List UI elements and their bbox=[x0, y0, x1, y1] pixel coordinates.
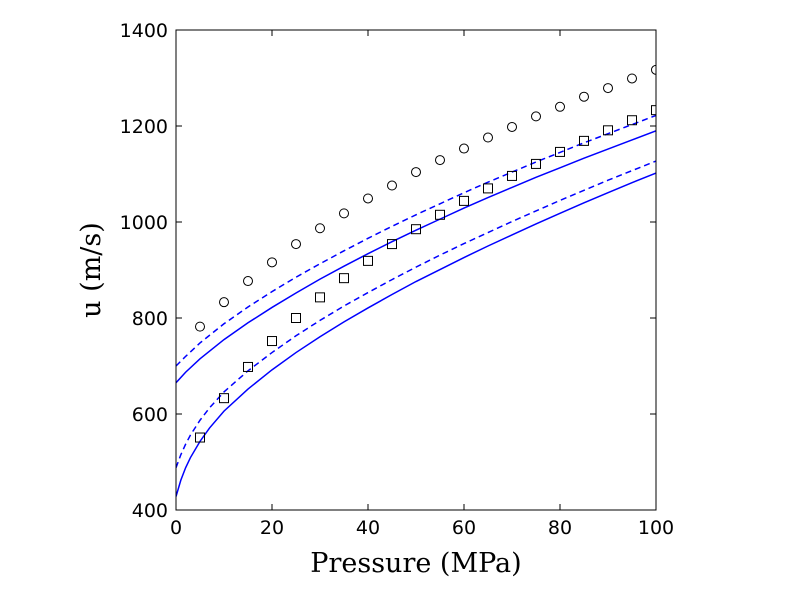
x-axis-label: Pressure (MPa) bbox=[310, 548, 521, 579]
circle-marker bbox=[555, 101, 565, 112]
x-tick-label: 60 bbox=[452, 517, 476, 539]
circle-marker bbox=[243, 276, 253, 287]
square-marker bbox=[219, 393, 229, 404]
circle-marker bbox=[411, 167, 421, 178]
series-layer bbox=[176, 64, 656, 497]
dashed-curve-1 bbox=[176, 114, 656, 367]
circle-marker bbox=[531, 111, 541, 122]
circle-marker bbox=[507, 121, 517, 132]
square-markers-5 bbox=[195, 105, 656, 443]
ticks-layer: 0 20 40 60 80 100 400 600 800 1000 1200 1400 bbox=[120, 20, 674, 539]
circle-marker bbox=[267, 257, 277, 268]
x-tick-label: 80 bbox=[548, 517, 572, 539]
square-marker bbox=[339, 273, 349, 284]
y-tick-label: 400 bbox=[132, 500, 168, 522]
circle-marker bbox=[195, 321, 205, 332]
square-marker bbox=[243, 361, 253, 372]
square-marker bbox=[291, 313, 301, 323]
x-tick-label: 40 bbox=[356, 517, 380, 539]
circle-marker bbox=[291, 239, 301, 250]
plot-frame bbox=[175, 29, 657, 511]
y-tick-label: 800 bbox=[132, 308, 168, 330]
square-marker bbox=[531, 158, 541, 169]
circle-marker bbox=[339, 208, 349, 219]
y-tick-label: 1000 bbox=[120, 212, 168, 234]
circle-marker bbox=[387, 180, 397, 191]
y-tick-label: 1200 bbox=[120, 116, 168, 138]
x-tick-label: 20 bbox=[260, 517, 284, 539]
square-marker bbox=[411, 224, 421, 235]
square-marker bbox=[555, 146, 565, 157]
circle-markers-4 bbox=[195, 64, 656, 332]
circle-marker bbox=[219, 297, 229, 308]
square-marker bbox=[483, 183, 493, 194]
square-marker bbox=[627, 115, 637, 126]
circle-marker bbox=[627, 73, 637, 84]
square-marker bbox=[579, 135, 589, 146]
x-tick-label: 0 bbox=[170, 517, 182, 539]
y-tick-label: 1400 bbox=[120, 20, 168, 42]
circle-marker bbox=[363, 193, 373, 204]
circle-marker bbox=[435, 155, 445, 166]
dashed-curve-3 bbox=[176, 160, 656, 469]
y-axis-label: u (m/s) bbox=[76, 222, 107, 318]
solid-curve-0 bbox=[176, 130, 656, 384]
square-marker bbox=[507, 170, 517, 181]
circle-marker bbox=[459, 143, 469, 154]
square-marker bbox=[603, 125, 613, 136]
square-marker bbox=[651, 105, 656, 116]
square-marker bbox=[363, 255, 373, 266]
x-tick-label: 100 bbox=[638, 517, 674, 539]
square-marker bbox=[267, 336, 277, 347]
circle-marker bbox=[315, 223, 325, 234]
square-marker bbox=[195, 432, 205, 443]
square-marker bbox=[435, 209, 445, 220]
circle-marker bbox=[483, 132, 493, 143]
square-marker bbox=[459, 195, 469, 206]
circle-marker bbox=[651, 64, 656, 75]
square-marker bbox=[315, 292, 325, 303]
circle-marker bbox=[603, 83, 613, 94]
circle-marker bbox=[579, 91, 589, 102]
y-tick-label: 600 bbox=[132, 404, 168, 426]
solid-curve-2 bbox=[176, 172, 656, 497]
square-marker bbox=[387, 239, 397, 250]
